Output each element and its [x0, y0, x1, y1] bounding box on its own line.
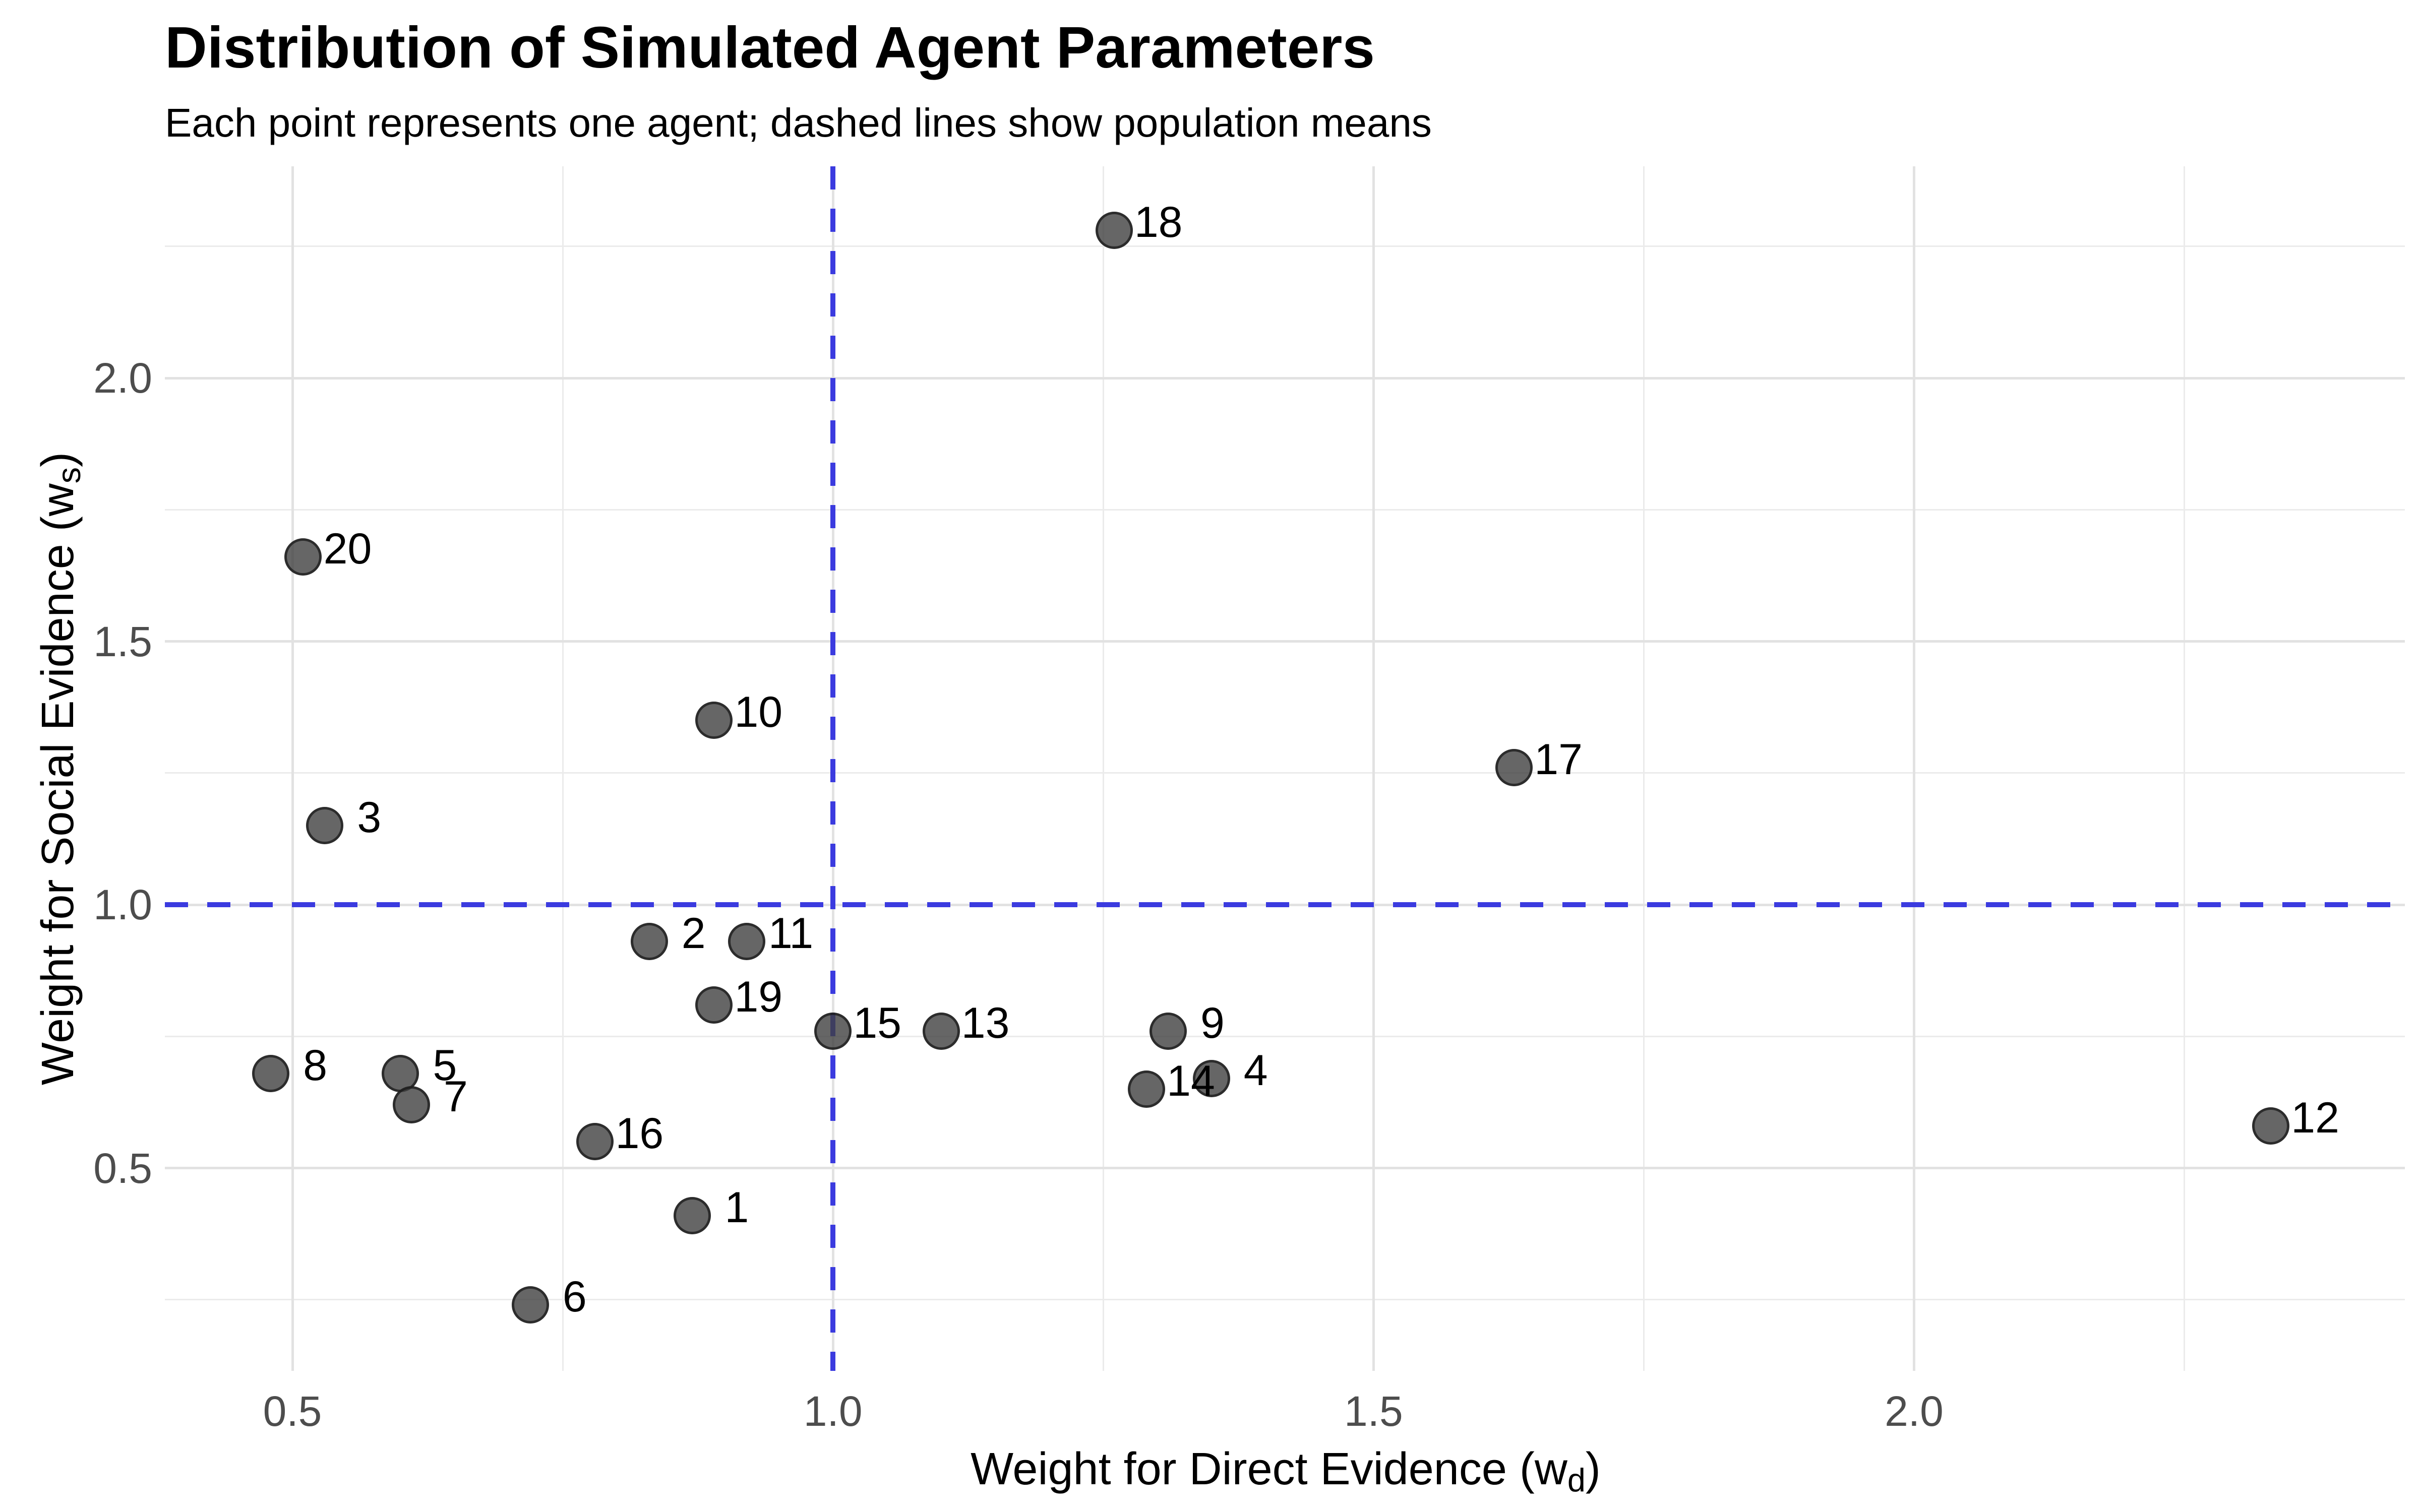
data-point-agent-13 [922, 1012, 960, 1050]
data-point-agent-4 [1192, 1060, 1230, 1097]
x-major-gridline [1372, 166, 1375, 1371]
data-point-agent-17 [1495, 749, 1533, 787]
point-label-agent-3: 3 [357, 793, 382, 842]
y-major-gridline [165, 640, 2405, 643]
y-major-gridline [165, 376, 2405, 380]
point-label-agent-15: 15 [853, 998, 902, 1047]
point-label-agent-2: 2 [681, 909, 706, 958]
x-tick-label: 1.5 [1344, 1388, 1403, 1435]
x-minor-gridline [1643, 166, 1645, 1371]
y-axis-title: Weight for Social Evidence (ws) [33, 452, 87, 1086]
data-point-agent-14 [1128, 1070, 1166, 1108]
plot-panel: 1 2 3 4 5 6 7 8 9 10 11 12 13 14 15 16 17 18 19 20 [165, 166, 2405, 1371]
point-label-agent-16: 16 [615, 1109, 664, 1158]
point-label-agent-12: 12 [2291, 1094, 2339, 1143]
y-major-gridline [165, 1167, 2405, 1170]
data-point-agent-8 [252, 1054, 290, 1092]
data-point-agent-11 [728, 923, 765, 961]
point-label-agent-19: 19 [734, 972, 783, 1021]
mean-direct-evidence-line [830, 166, 836, 1371]
x-major-gridline [291, 166, 294, 1371]
y-minor-gridline [165, 772, 2405, 774]
point-label-agent-1: 1 [724, 1183, 749, 1232]
point-label-agent-5: 5 [433, 1041, 457, 1090]
y-tick-label: 1.5 [93, 617, 152, 665]
point-label-agent-18: 18 [1134, 198, 1183, 247]
data-point-agent-6 [511, 1286, 549, 1324]
x-minor-gridline [2184, 166, 2186, 1371]
x-tick-label: 1.0 [803, 1388, 863, 1435]
y-axis-title-close: ) [33, 452, 83, 467]
y-minor-gridline [165, 245, 2405, 247]
x-minor-gridline [562, 166, 564, 1371]
data-point-agent-12 [2252, 1107, 2290, 1145]
data-point-agent-10 [695, 702, 733, 739]
chart-title: Distribution of Simulated Agent Paramete… [165, 15, 1375, 80]
data-point-agent-7 [392, 1086, 430, 1124]
chart-subtitle: Each point represents one agent; dashed … [165, 100, 1432, 145]
point-label-agent-11: 11 [768, 909, 814, 958]
x-axis-title-subscript: d [1567, 1462, 1586, 1499]
point-label-agent-13: 13 [961, 998, 1010, 1047]
data-point-agent-15 [814, 1012, 852, 1050]
x-axis-title: Weight for Direct Evidence (wd) [971, 1444, 1601, 1496]
x-major-gridline [1912, 166, 1915, 1371]
data-point-agent-9 [1149, 1012, 1187, 1050]
point-label-agent-6: 6 [562, 1273, 587, 1321]
point-label-agent-20: 20 [323, 525, 372, 574]
mean-social-evidence-line [165, 902, 2405, 908]
x-tick-label: 0.5 [263, 1388, 322, 1435]
y-minor-gridline [165, 1035, 2405, 1037]
y-axis-title-subscript: s [50, 467, 88, 484]
point-label-agent-17: 17 [1534, 735, 1583, 784]
y-minor-gridline [165, 1299, 2405, 1301]
data-point-agent-16 [576, 1123, 614, 1161]
x-axis-title-text: Weight for Direct Evidence (w [971, 1444, 1567, 1494]
point-label-agent-7: 7 [443, 1073, 468, 1121]
x-tick-label: 2.0 [1885, 1388, 1944, 1435]
y-tick-label: 0.5 [93, 1144, 152, 1192]
point-label-agent-9: 9 [1200, 998, 1225, 1047]
data-point-agent-18 [1095, 212, 1133, 249]
data-point-agent-20 [284, 538, 322, 576]
point-label-agent-14: 14 [1167, 1056, 1215, 1105]
x-minor-gridline [1102, 166, 1104, 1371]
data-point-agent-2 [630, 923, 668, 961]
point-label-agent-10: 10 [734, 688, 783, 737]
y-axis-title-text: Weight for Social Evidence (w [33, 483, 83, 1086]
x-axis-title-close: ) [1585, 1444, 1601, 1494]
y-tick-label: 2.0 [93, 354, 152, 402]
point-label-agent-4: 4 [1243, 1046, 1268, 1095]
data-point-agent-3 [306, 807, 344, 845]
point-label-agent-8: 8 [303, 1041, 328, 1090]
data-point-agent-1 [674, 1196, 711, 1234]
y-minor-gridline [165, 509, 2405, 511]
data-point-agent-19 [695, 986, 733, 1024]
y-tick-label: 1.0 [93, 881, 152, 929]
